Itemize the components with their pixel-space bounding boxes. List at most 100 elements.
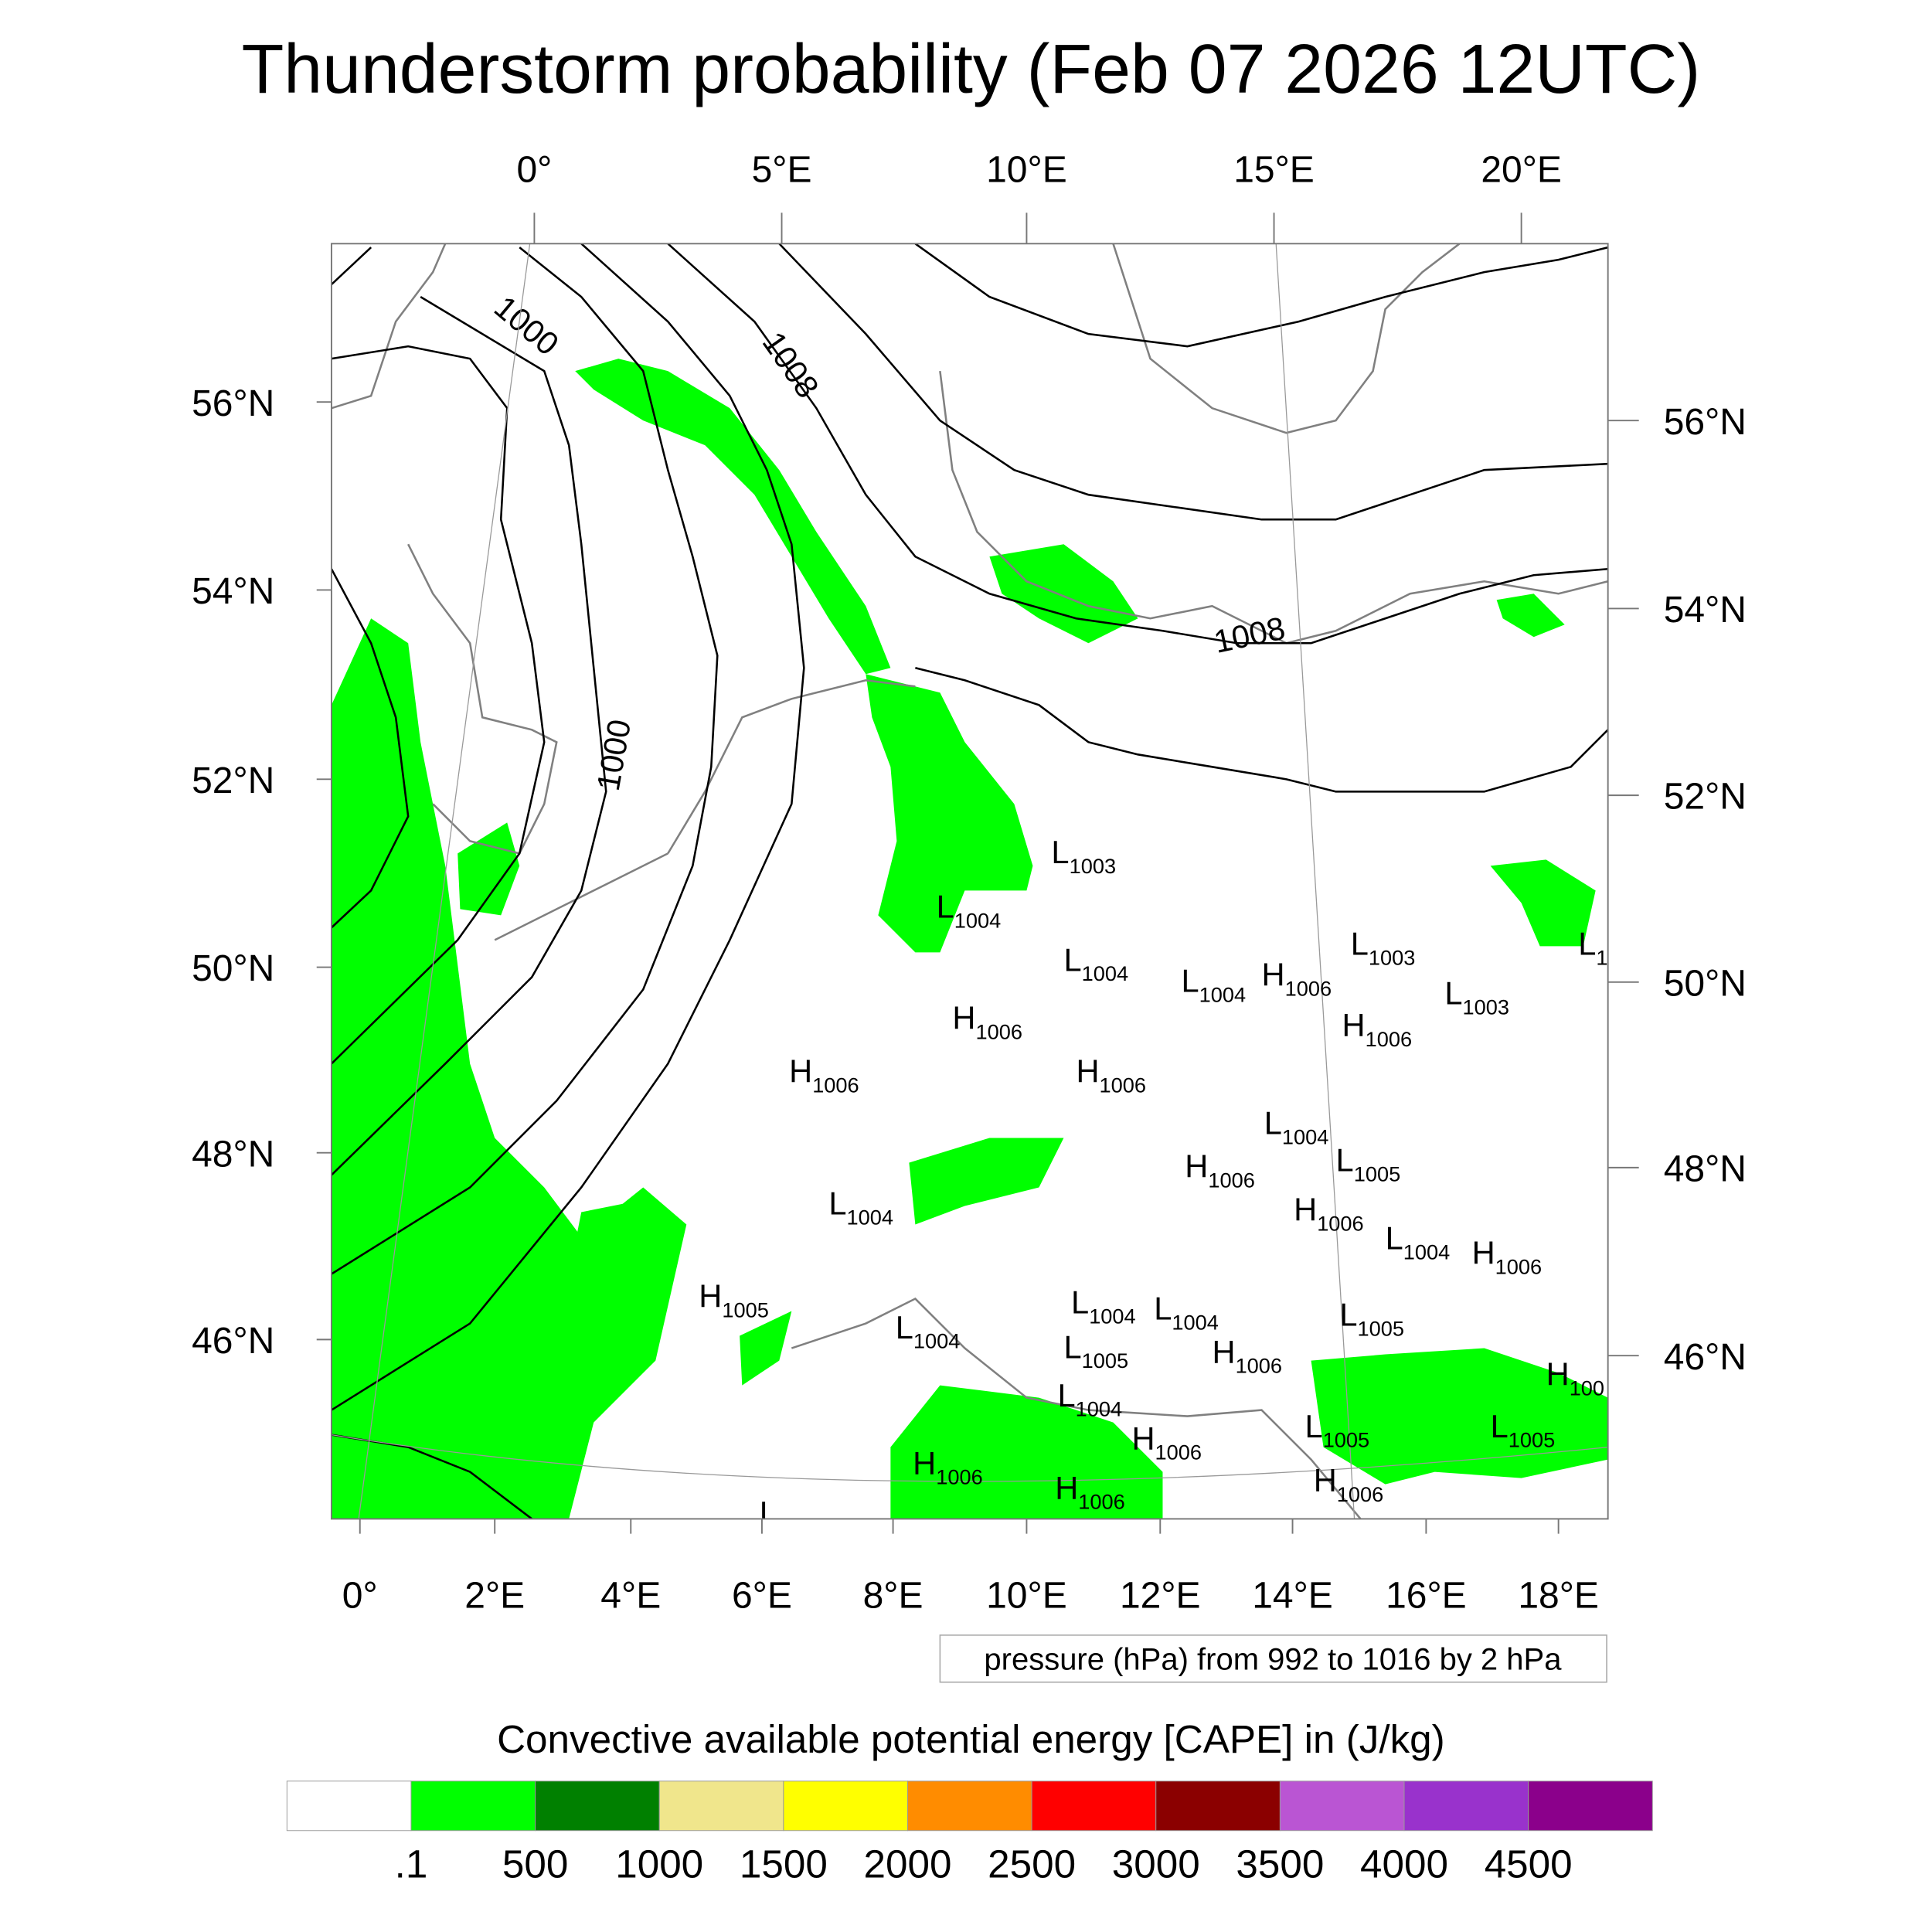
cape-area-germany-west — [866, 674, 1033, 953]
lon-label-top: 10°E — [986, 149, 1067, 190]
lon-label-bottom: 0° — [342, 1576, 378, 1617]
lon-label-top: 20°E — [1481, 149, 1562, 190]
colorbar-swatch — [783, 1781, 908, 1832]
cape-area-belgium — [457, 822, 520, 916]
contour-info-box — [939, 1634, 1607, 1683]
lon-label-bottom: 16°E — [1386, 1576, 1467, 1617]
lat-label-right: 46°N — [1664, 1337, 1747, 1378]
low-pressure-label: L1004 — [1386, 1220, 1451, 1264]
high-pressure-label: H1006 — [1314, 1462, 1384, 1506]
axis-labels: 0° 5°E 10°E 15°E 20°E 0° 2°E 4°E 6°E 8°E 10°E 12°E 1… — [192, 149, 1747, 1616]
low-pressure-label: L1004 — [1264, 1105, 1329, 1149]
colorbar-label: 2500 — [988, 1842, 1076, 1886]
high-pressure-label: H1006 — [1294, 1192, 1364, 1236]
low-pressure-label: L1004 — [1063, 941, 1128, 985]
lat-label-right: 54°N — [1664, 590, 1747, 631]
lat-label-right: 50°N — [1664, 963, 1747, 1004]
lat-label-left: 46°N — [192, 1321, 274, 1362]
lat-label-left: 52°N — [192, 760, 274, 801]
lat-label-left: 50°N — [192, 948, 274, 989]
low-pressure-label: L1005 — [1491, 1408, 1556, 1452]
lon-label-bottom: 14°E — [1252, 1576, 1333, 1617]
isobar-label: 1008 — [1211, 610, 1288, 660]
isobar-label: 1000 — [590, 716, 638, 793]
lat-label-right: 48°N — [1664, 1148, 1747, 1189]
lat-label-left: 54°N — [192, 571, 274, 612]
cape-area-northsea — [575, 359, 891, 675]
high-pressure-label: H1006 — [789, 1053, 859, 1097]
high-pressure-label: H1005 — [699, 1278, 769, 1322]
low-pressure-label: L1005 — [1063, 1328, 1128, 1372]
colorbar-label: .1 — [395, 1842, 428, 1886]
colorbar-label: 4500 — [1485, 1842, 1573, 1886]
colorbar-swatch — [1403, 1781, 1529, 1832]
cape-area-denmark — [989, 544, 1138, 644]
colorbar-swatch — [535, 1781, 660, 1832]
high-pressure-label: H1006 — [1055, 1470, 1125, 1514]
cape-area-west — [331, 618, 687, 1519]
colorbar-title: Convective available potential energy [C… — [497, 1717, 1445, 1761]
high-pressure-label: H1006 — [1342, 1007, 1413, 1051]
low-pressure-label: L1003 — [760, 1495, 825, 1539]
low-pressure-label: L1003 — [1351, 926, 1416, 970]
lon-label-bottom: 8°E — [863, 1576, 923, 1617]
colorbar-swatch — [1528, 1781, 1653, 1832]
low-pressure-label: L1005 — [1339, 1297, 1404, 1341]
cape-area-poland — [1496, 594, 1565, 638]
high-pressure-label: H1006 — [1185, 1148, 1255, 1192]
low-pressure-label: L1004 — [1154, 1291, 1219, 1335]
low-pressure-label: L1003 — [1444, 975, 1509, 1019]
axis-ticks — [316, 213, 1639, 1534]
colorbar-swatch — [1155, 1781, 1281, 1832]
high-pressure-label: H100 — [1546, 1356, 1604, 1400]
low-pressure-label: L1004 — [896, 1309, 961, 1353]
colorbar-label: 1500 — [740, 1842, 828, 1886]
lon-label-bottom: 4°E — [600, 1576, 661, 1617]
low-pressure-label: L1003 — [1051, 834, 1116, 878]
low-pressure-label: L1005 — [1336, 1142, 1401, 1186]
colorbar-label: 2000 — [864, 1842, 952, 1886]
figure-title: Thunderstorm probability (Feb 07 2026 12… — [242, 30, 1701, 107]
lon-label-top: 15°E — [1233, 149, 1315, 190]
colorbar-label: 500 — [502, 1842, 568, 1886]
colorbar-swatch — [1279, 1781, 1405, 1832]
cape-area-bay — [740, 1311, 792, 1386]
lat-label-left: 56°N — [192, 383, 274, 424]
lat-label-right: 52°N — [1664, 777, 1747, 818]
lon-label-bottom: 18°E — [1518, 1576, 1599, 1617]
colorbar-label: 1000 — [615, 1842, 703, 1886]
graticule — [331, 243, 1608, 1519]
lat-label-right: 56°N — [1664, 402, 1747, 443]
lon-label-top: 5°E — [752, 149, 812, 190]
contour-info: pressure (hPa) from 992 to 1016 by 2 hPa — [984, 1643, 1562, 1677]
low-pressure-label: L1004 — [937, 889, 1002, 933]
low-pressure-label: L1004 — [1057, 1377, 1122, 1421]
colorbar-label: 4000 — [1360, 1842, 1448, 1886]
map-frame — [330, 243, 1609, 1520]
lon-label-bottom: 10°E — [986, 1576, 1067, 1617]
colorbar-swatch — [658, 1781, 784, 1832]
high-pressure-label: H1006 — [1131, 1420, 1202, 1464]
lat-label-left: 48°N — [192, 1134, 274, 1175]
lon-label-bottom: 12°E — [1120, 1576, 1201, 1617]
low-pressure-label: L1 — [1578, 926, 1607, 970]
lon-label-top: 0° — [516, 149, 552, 190]
colorbar-swatch — [410, 1781, 536, 1832]
high-pressure-label: H1006 — [1472, 1235, 1543, 1279]
cape-shading — [331, 359, 1608, 1519]
high-pressure-label: H1006 — [913, 1445, 983, 1489]
high-pressure-label: H1006 — [952, 1000, 1022, 1044]
high-pressure-label: H1006 — [1213, 1334, 1283, 1378]
colorbar-label: 3000 — [1112, 1842, 1200, 1886]
colorbar-swatch — [1031, 1781, 1157, 1832]
low-pressure-label: L1004 — [1181, 963, 1246, 1007]
colorbar-swatch — [286, 1781, 412, 1832]
low-pressure-label: L1004 — [1071, 1284, 1136, 1328]
lon-label-bottom: 2°E — [464, 1576, 525, 1617]
colorbar: .1 500 1000 1500 2000 2500 3000 3500 4000 4500 — [286, 1781, 1653, 1886]
cape-area-france-center — [569, 1199, 681, 1336]
colorbar-swatch — [907, 1781, 1032, 1832]
